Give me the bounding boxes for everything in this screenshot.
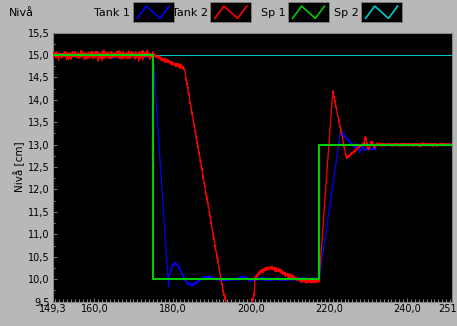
Text: Sp 1: Sp 1 [261, 8, 286, 19]
Bar [133, 2, 174, 22]
Y-axis label: Nivå [cm]: Nivå [cm] [13, 142, 25, 192]
Bar [361, 2, 402, 22]
Text: Sp 2: Sp 2 [334, 8, 359, 19]
Text: Nivå: Nivå [9, 8, 34, 19]
Bar [288, 2, 329, 22]
Bar [210, 2, 251, 22]
Text: Tank 1: Tank 1 [94, 8, 130, 19]
Text: Tank 2: Tank 2 [172, 8, 208, 19]
